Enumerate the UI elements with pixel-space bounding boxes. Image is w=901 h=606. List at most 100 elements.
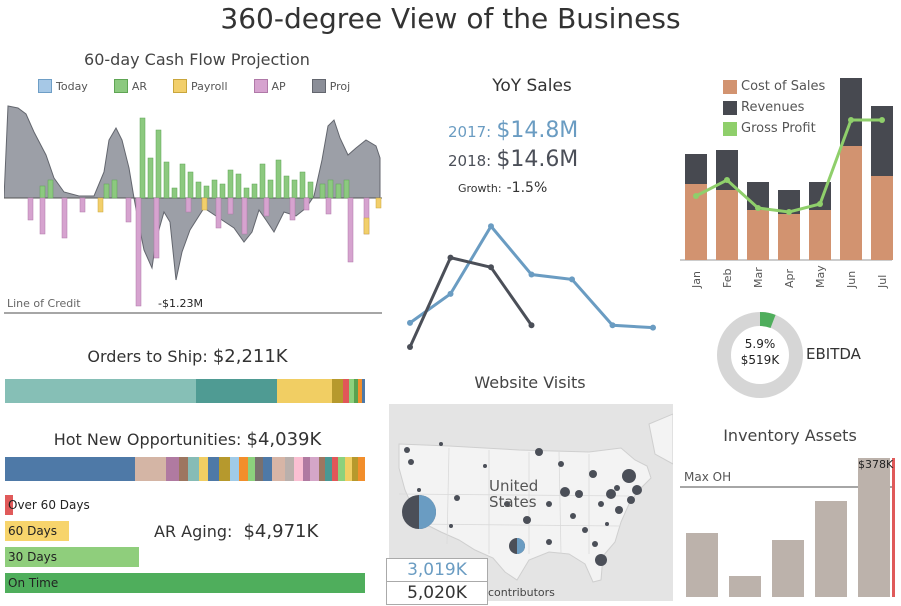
visits-2018-kpi: 5,020K: [386, 581, 488, 605]
opps-segment: [318, 457, 326, 481]
gross-profit-point: [817, 201, 823, 207]
orders-segment: [5, 379, 197, 403]
cash-flow-legend: Today AR Payroll AP Proj: [38, 79, 350, 93]
bar-cost-of-sales: [685, 184, 707, 260]
series-point: [528, 271, 535, 278]
orders-segment: [342, 379, 349, 403]
x-tick-label: Mar: [752, 267, 765, 288]
legend-proj[interactable]: Proj: [311, 79, 351, 93]
ar-bar-label: Over 60 Days: [8, 498, 90, 512]
bar-cost-of-sales: [747, 210, 769, 260]
legend-swatch: [253, 79, 268, 93]
x-tick-label: Jul: [876, 275, 889, 289]
inventory-top-label: $378K: [858, 458, 894, 471]
x-tick-label: Apr: [783, 268, 796, 288]
orders-segment: [196, 379, 277, 403]
legend-ap[interactable]: AP: [253, 79, 286, 93]
opps-segment: [230, 457, 240, 481]
legend-label: AR: [131, 79, 147, 93]
bar-cost-of-sales: [840, 146, 862, 260]
inventory-bar: [858, 458, 890, 597]
series-point: [488, 223, 494, 230]
cash-flow-min-label: -$1.23M: [158, 297, 203, 310]
inventory-chart[interactable]: [680, 455, 895, 600]
projection-area: [4, 105, 381, 281]
legend-swatch: [113, 79, 128, 93]
yoy-line-chart[interactable]: [400, 215, 670, 355]
yoy-2017: 2017: $14.8M: [448, 118, 578, 143]
yoy-growth: Growth: -1.5%: [458, 177, 547, 196]
bar-revenues: [716, 150, 738, 190]
yoy-2018-label: 2018:: [448, 152, 492, 170]
series-point: [569, 276, 575, 283]
website-title: Website Visits: [474, 373, 586, 392]
legend-payroll[interactable]: Payroll: [173, 79, 228, 93]
series-point: [650, 324, 656, 331]
ebitda-center: 5.9% $519K: [726, 336, 794, 368]
series-point: [447, 290, 454, 297]
x-tick-label: Jan: [690, 271, 703, 289]
yoy-growth-value: -1.5%: [506, 180, 548, 196]
bar-revenues: [840, 78, 862, 146]
series-point: [407, 319, 413, 326]
series-point: [488, 264, 494, 271]
opps-value: $4,039K: [246, 429, 322, 450]
opps-segment: [303, 457, 310, 481]
legend-swatch: [311, 79, 326, 93]
yoy-2017-label: 2017:: [448, 123, 492, 141]
gross-profit-point: [755, 205, 761, 211]
inventory-bar-max: [892, 458, 895, 597]
opps-segment: [254, 457, 264, 481]
max-oh-label: Max OH: [684, 470, 732, 484]
bar-cost-of-sales: [716, 190, 738, 260]
opps-segment: [188, 457, 200, 481]
legend-swatch: [723, 79, 737, 94]
legend-label: Payroll: [191, 79, 228, 93]
ar-label: AR Aging:: [154, 522, 233, 541]
ar-bar: [5, 573, 365, 593]
legend-revenues[interactable]: Revenues: [723, 100, 825, 115]
opps-segment: [358, 457, 365, 481]
ar-aging-chart[interactable]: Over 60 Days 60 Days 30 Days On Time: [5, 495, 375, 599]
ar-bar: [5, 547, 139, 567]
orders-value: $2,211K: [212, 346, 288, 367]
cash-flow-chart[interactable]: [4, 100, 384, 318]
ebitda-pct: 5.9%: [744, 337, 776, 351]
opps-segment: [135, 457, 167, 481]
legend-swatch: [173, 79, 187, 93]
bar-revenues: [778, 190, 800, 214]
orders-segment: [332, 379, 343, 403]
website-map[interactable]: [389, 404, 673, 601]
legend-label: Cost of Sales: [741, 79, 826, 94]
pnl-chart[interactable]: Jan Feb Mar Apr May Jun Jul: [680, 70, 895, 300]
opps-segment: [166, 457, 180, 481]
legend-today[interactable]: Today: [38, 79, 88, 93]
orders-segment: [348, 379, 354, 403]
ar-title: AR Aging: $4,971K: [154, 521, 318, 542]
bar-cost-of-sales: [809, 210, 831, 260]
payroll-bars: [97, 197, 382, 235]
orders-bar[interactable]: [5, 379, 365, 403]
opps-segment: [325, 457, 332, 481]
canada-land: [648, 413, 673, 465]
gross-profit-point: [848, 117, 854, 123]
ebitda-arc: [759, 312, 776, 329]
opps-label: Hot New Opportunities:: [53, 430, 242, 449]
opps-bar[interactable]: [5, 457, 365, 481]
orders-segment: [276, 379, 333, 403]
bar-revenues: [685, 154, 707, 184]
bar-cost-of-sales: [778, 214, 800, 260]
us-land: [398, 443, 652, 583]
yoy-2018-value: $14.6M: [496, 147, 579, 172]
legend-label: Proj: [329, 79, 351, 93]
bar-cost-of-sales: [871, 176, 893, 260]
ebitda-donut[interactable]: [715, 310, 805, 400]
series-line-2018: [408, 255, 533, 348]
legend-gross-profit[interactable]: Gross Profit: [723, 121, 825, 136]
line-of-credit-label: Line of Credit: [7, 297, 81, 310]
legend-cost-of-sales[interactable]: Cost of Sales: [723, 79, 825, 94]
x-tick-label: Feb: [721, 269, 734, 288]
legend-ar[interactable]: AR: [113, 79, 147, 93]
visits-2017-kpi: 3,019K: [386, 558, 488, 582]
series-point: [609, 322, 616, 329]
